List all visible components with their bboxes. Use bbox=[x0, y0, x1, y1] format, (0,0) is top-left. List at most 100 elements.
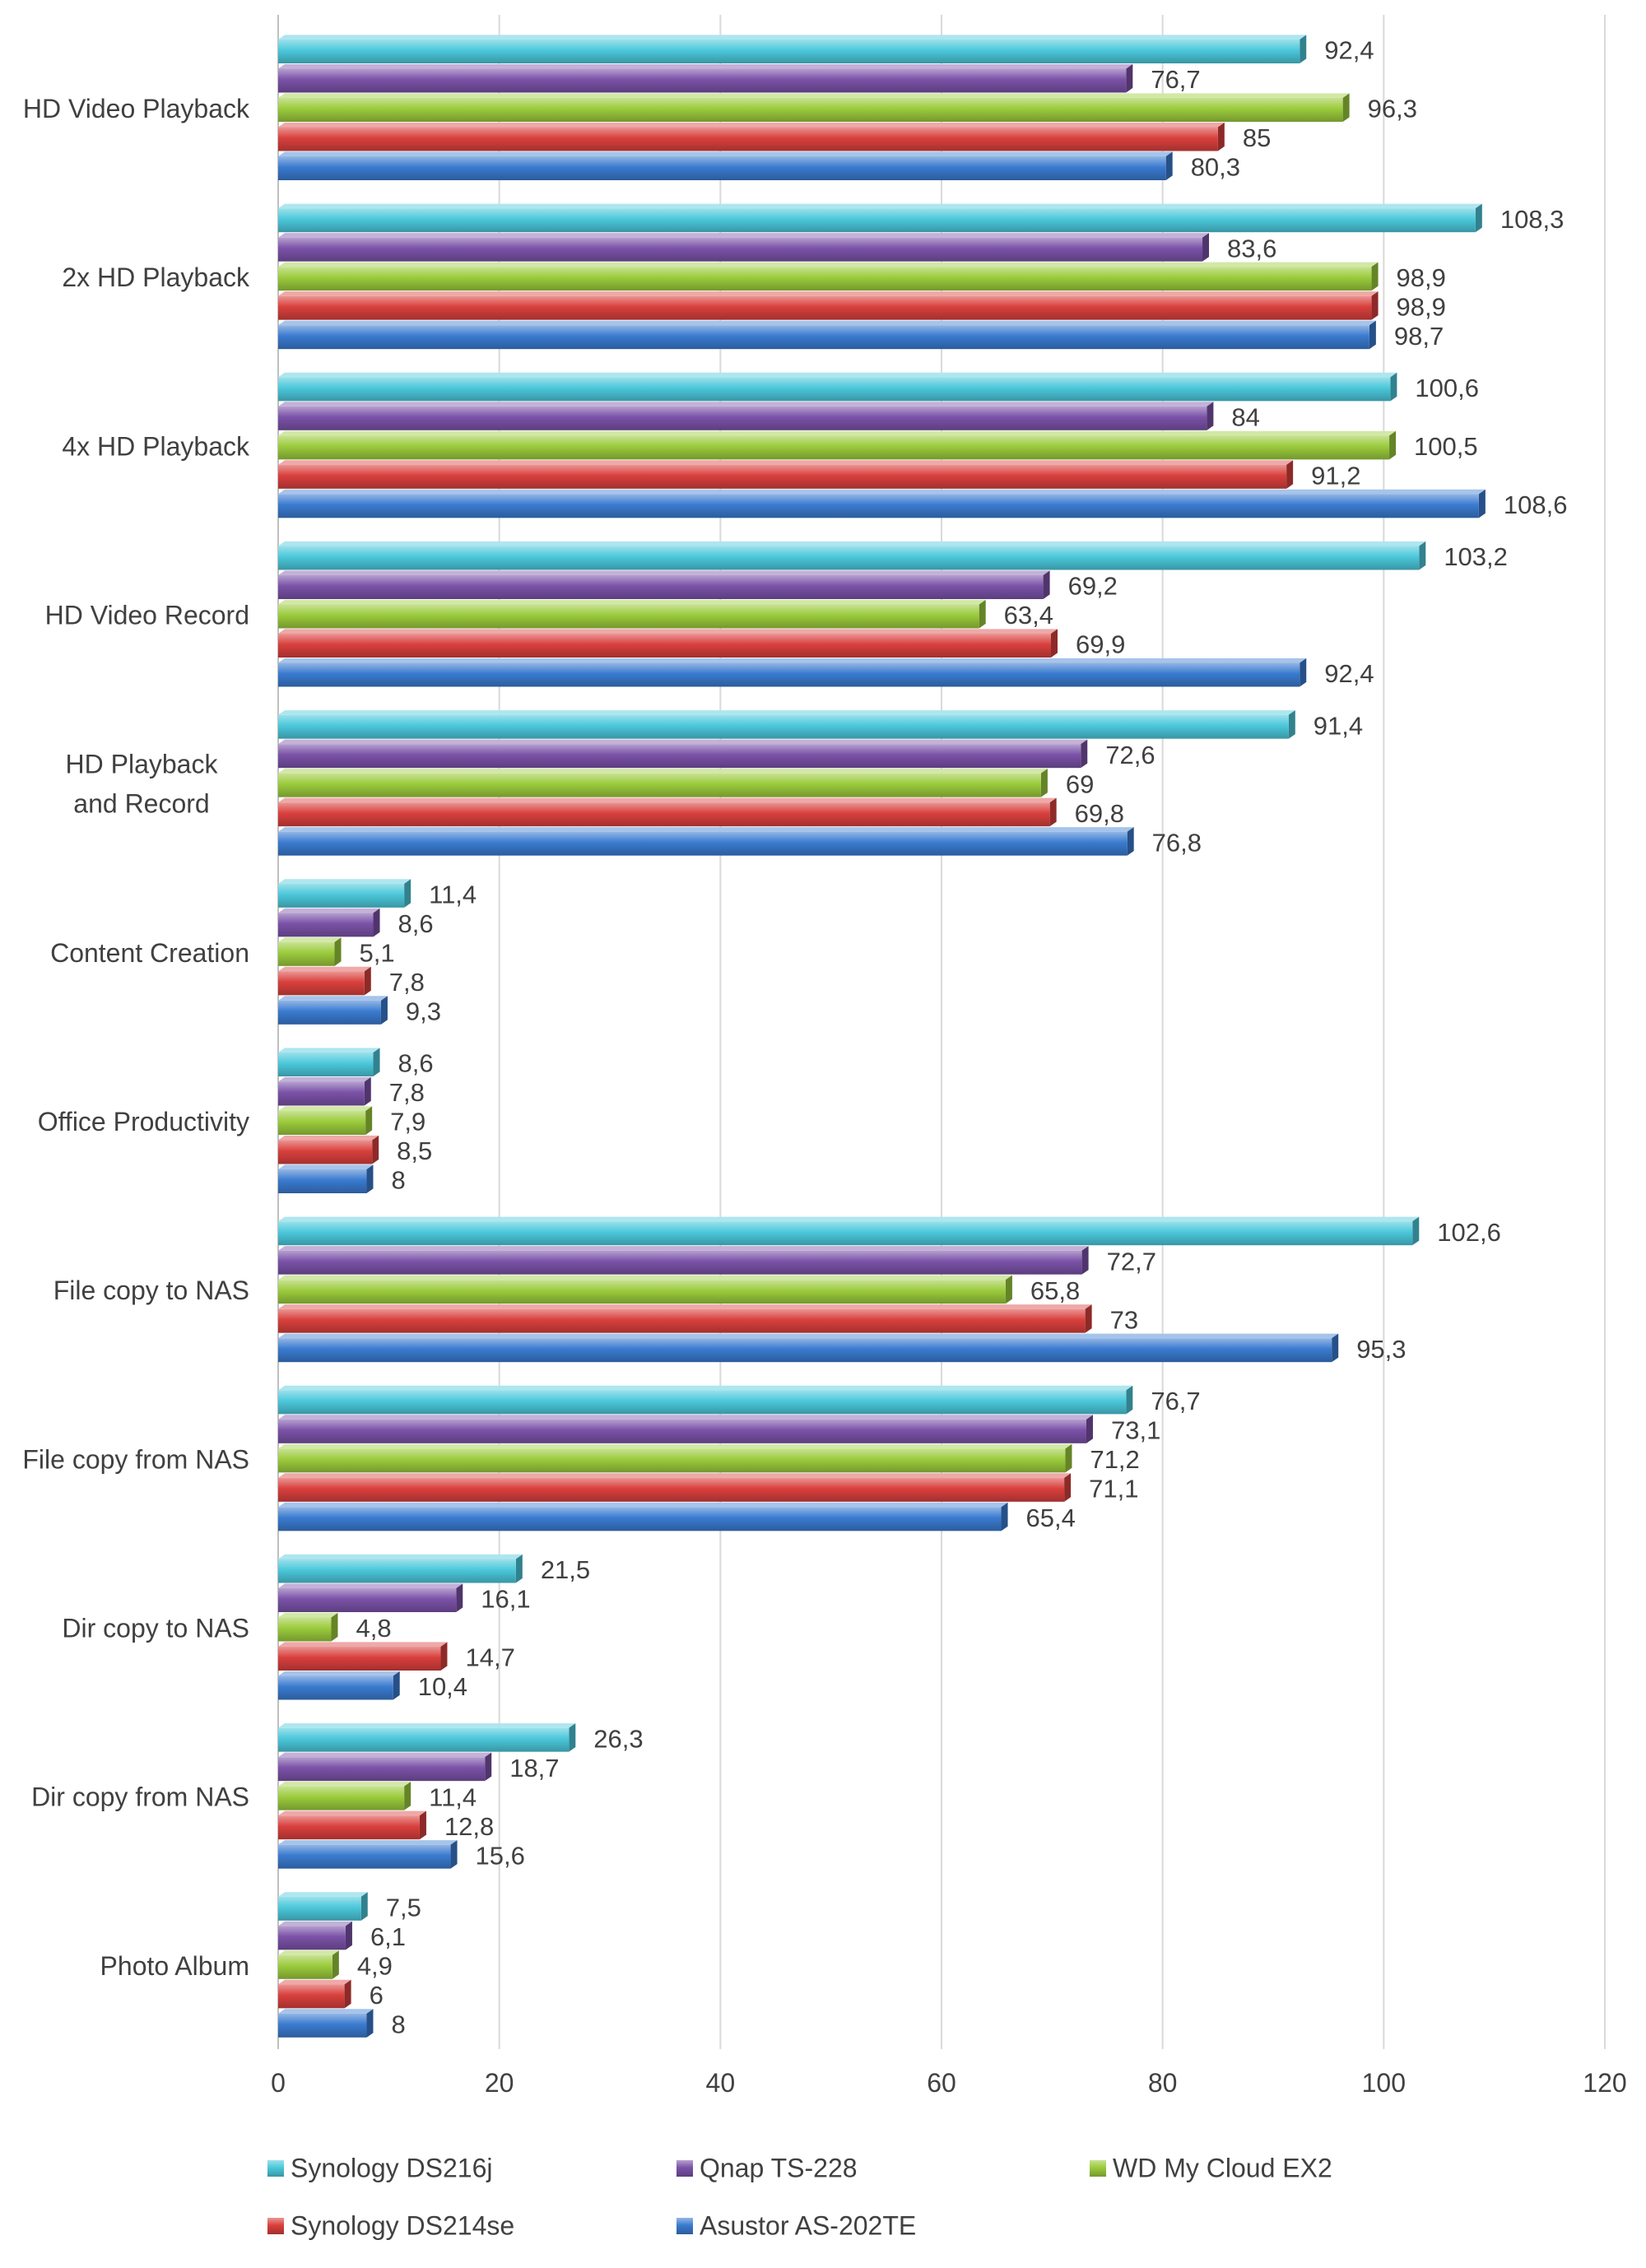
bar bbox=[278, 966, 371, 996]
data-label: 12,8 bbox=[444, 1812, 494, 1841]
grid-lines bbox=[277, 15, 1606, 2049]
bar bbox=[278, 739, 1088, 769]
data-label: 71,1 bbox=[1089, 1475, 1138, 1503]
bar bbox=[278, 35, 1307, 63]
x-tick-label: 80 bbox=[1148, 2068, 1178, 2098]
legend-swatch bbox=[677, 2160, 693, 2177]
data-label: 11,4 bbox=[429, 1782, 477, 1811]
bar bbox=[278, 570, 1050, 599]
bar bbox=[278, 1840, 458, 1869]
bar bbox=[278, 1304, 1092, 1333]
data-label: 108,6 bbox=[1504, 490, 1568, 519]
data-label: 96,3 bbox=[1368, 95, 1417, 123]
data-label: 9,3 bbox=[406, 997, 441, 1026]
data-label: 100,6 bbox=[1415, 374, 1479, 402]
bar bbox=[278, 2009, 374, 2038]
category-label: Dir copy to NAS bbox=[62, 1613, 249, 1643]
category-label: HD Video Record bbox=[45, 600, 249, 630]
category-label: Office Productivity bbox=[38, 1107, 249, 1136]
data-label: 10,4 bbox=[418, 1672, 467, 1701]
data-label: 63,4 bbox=[1004, 601, 1053, 630]
data-label: 7,8 bbox=[389, 1078, 425, 1107]
bar bbox=[278, 1048, 380, 1076]
bar bbox=[278, 710, 1295, 739]
data-label: 15,6 bbox=[476, 1841, 525, 1870]
category-label: 2x HD Playback bbox=[62, 263, 250, 292]
category-label: Dir copy from NAS bbox=[31, 1782, 249, 1812]
x-tick-label: 20 bbox=[485, 2068, 514, 2098]
data-label: 108,3 bbox=[1500, 205, 1565, 234]
bar bbox=[278, 1782, 412, 1810]
bar bbox=[278, 203, 1482, 233]
bar bbox=[278, 1106, 373, 1135]
bar bbox=[278, 430, 1397, 460]
data-label: 76,7 bbox=[1151, 1387, 1200, 1415]
bar bbox=[278, 1950, 339, 1979]
bar bbox=[278, 372, 1397, 402]
bar bbox=[278, 1810, 426, 1840]
data-label: 26,3 bbox=[593, 1724, 643, 1753]
data-label: 95,3 bbox=[1356, 1335, 1406, 1364]
data-label: 16,1 bbox=[481, 1585, 530, 1614]
data-label: 73 bbox=[1110, 1305, 1138, 1334]
data-label: 85 bbox=[1243, 123, 1271, 152]
data-label: 14,7 bbox=[465, 1643, 514, 1672]
bar bbox=[278, 1385, 1133, 1415]
bar bbox=[278, 1164, 374, 1193]
data-label: 69 bbox=[1066, 769, 1094, 798]
bar bbox=[278, 1752, 492, 1782]
data-label: 103,2 bbox=[1444, 542, 1508, 571]
data-label: 91,4 bbox=[1314, 711, 1363, 740]
category-label: HD Playback bbox=[66, 750, 219, 779]
data-label: 5,1 bbox=[360, 939, 395, 968]
data-label: 21,5 bbox=[541, 1555, 590, 1584]
data-label: 8,6 bbox=[398, 1049, 434, 1078]
bar bbox=[278, 1443, 1072, 1473]
bar bbox=[278, 1473, 1072, 1502]
data-label: 69,9 bbox=[1076, 630, 1125, 659]
legend-item: Synology DS214se bbox=[267, 2210, 514, 2240]
data-label: 6,1 bbox=[370, 1922, 406, 1951]
legend-label: WD My Cloud EX2 bbox=[1113, 2153, 1332, 2182]
legend-item: Synology DS216j bbox=[267, 2153, 492, 2182]
data-label: 91,2 bbox=[1311, 462, 1360, 490]
bar bbox=[278, 1216, 1420, 1246]
bar bbox=[278, 599, 986, 629]
bar bbox=[278, 1076, 371, 1106]
category-label: 4x HD Playback bbox=[62, 431, 250, 461]
category-labels: HD Video Playback 2x HD Playback 4x HD Pla… bbox=[22, 94, 250, 1981]
legend-swatch bbox=[1090, 2160, 1106, 2177]
legend-swatch bbox=[267, 2218, 284, 2234]
bar bbox=[278, 827, 1134, 856]
bar bbox=[278, 879, 412, 908]
data-label: 84 bbox=[1231, 403, 1259, 432]
data-label: 7,9 bbox=[390, 1108, 425, 1136]
data-label: 6 bbox=[370, 1981, 384, 2010]
bar bbox=[278, 1979, 351, 2009]
bar bbox=[278, 1921, 352, 1950]
data-label: 7,8 bbox=[389, 968, 425, 997]
data-label: 18,7 bbox=[509, 1754, 559, 1782]
bar bbox=[278, 1723, 576, 1752]
category-label: and Record bbox=[73, 789, 209, 819]
data-label: 80,3 bbox=[1191, 153, 1240, 182]
category-label: Photo Album bbox=[100, 1951, 249, 1981]
x-tick-label: 0 bbox=[271, 2068, 286, 2098]
bar bbox=[278, 63, 1133, 93]
data-label: 11,4 bbox=[429, 881, 477, 909]
data-label: 8,6 bbox=[398, 909, 434, 938]
data-label: 92,4 bbox=[1324, 36, 1374, 65]
legend: Synology DS216j Qnap TS-228 WD My Cloud EX… bbox=[267, 2153, 1332, 2240]
bar bbox=[278, 769, 1048, 797]
bar bbox=[278, 320, 1376, 350]
category-label: File copy to NAS bbox=[53, 1276, 249, 1305]
data-label: 65,8 bbox=[1030, 1276, 1080, 1305]
data-label: 69,8 bbox=[1075, 799, 1124, 828]
data-label: 4,9 bbox=[357, 1952, 393, 1981]
bar bbox=[278, 1892, 368, 1921]
bar bbox=[278, 1554, 523, 1583]
legend-label: Asustor AS-202TE bbox=[700, 2210, 916, 2240]
legend-label: Synology DS216j bbox=[291, 2153, 492, 2182]
data-label: 100,5 bbox=[1414, 432, 1478, 461]
legend-swatch bbox=[267, 2160, 284, 2177]
